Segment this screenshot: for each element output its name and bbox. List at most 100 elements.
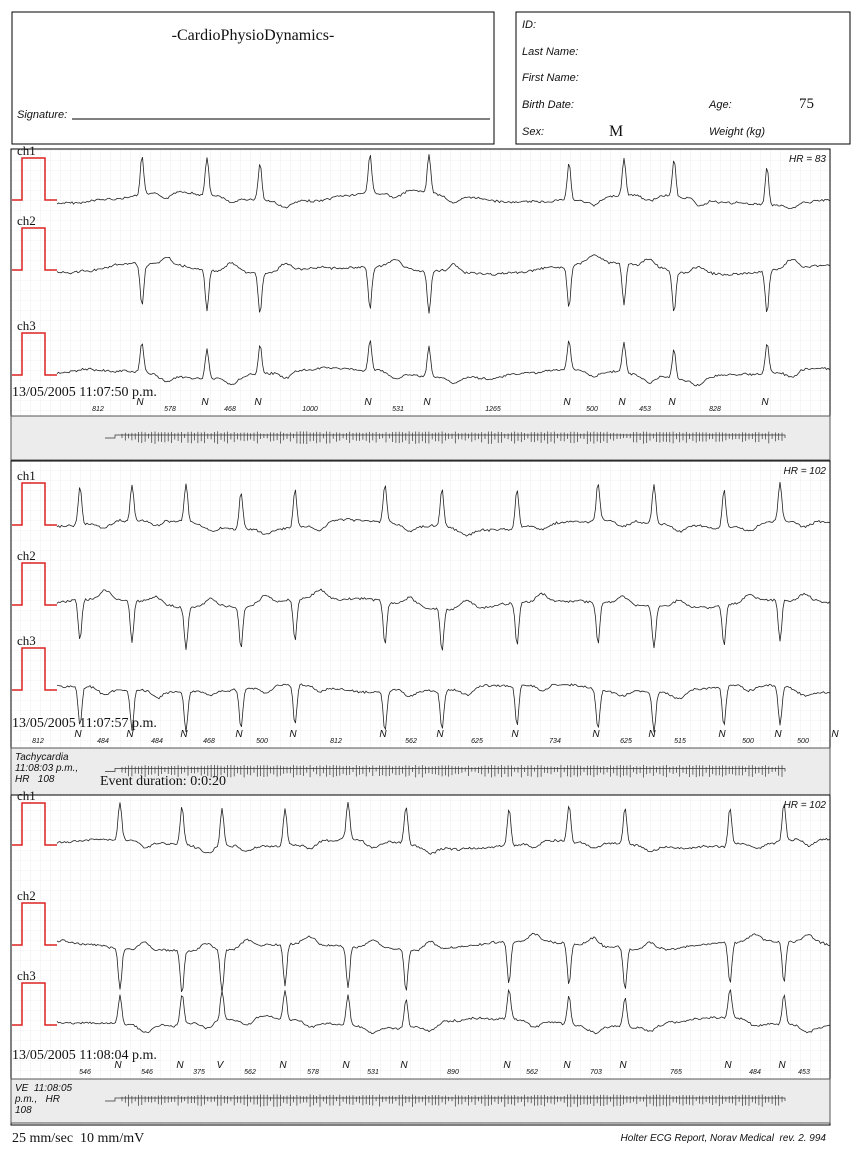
rr-interval: 562 <box>244 1069 256 1076</box>
beat-label: N <box>379 729 387 740</box>
rr-interval: 703 <box>590 1069 602 1076</box>
rr-interval: 531 <box>367 1069 379 1076</box>
id-label: ID: <box>522 19 536 31</box>
rr-interval: 625 <box>620 738 632 745</box>
channel-label: ch1 <box>17 468 36 483</box>
rr-interval: 1000 <box>302 406 318 413</box>
channel-label: ch2 <box>17 548 36 563</box>
beat-label: N <box>831 729 839 740</box>
beat-label: N <box>180 729 188 740</box>
channel-label: ch2 <box>17 888 36 903</box>
beat-label: N <box>668 397 676 408</box>
beat-label: N <box>511 729 519 740</box>
rr-interval: 812 <box>330 738 342 745</box>
calibration-pulse <box>12 982 57 1026</box>
trend-trace <box>105 1094 786 1107</box>
beat-label: N <box>618 397 626 408</box>
signature-label: Signature: <box>17 109 67 121</box>
beat-label: N <box>774 729 782 740</box>
beat-label: N <box>364 397 372 408</box>
rr-interval: 484 <box>151 738 163 745</box>
event-label: VE 11:08:05 <box>15 1083 73 1094</box>
calibration-pulse <box>12 227 57 271</box>
trend-box <box>10 1078 831 1124</box>
rr-interval: 812 <box>32 738 44 745</box>
rr-interval: 484 <box>97 738 109 745</box>
calibration-pulse <box>12 157 57 201</box>
rr-interval: 765 <box>670 1069 682 1076</box>
speed-label: 25 mm/sec 10 mm/mV <box>12 1131 144 1146</box>
beat-label: N <box>201 397 209 408</box>
event-label: Tachycardia <box>15 752 69 763</box>
ecg-trace <box>56 254 830 314</box>
beat-label: V <box>217 1060 225 1071</box>
ecg-trace <box>56 481 830 537</box>
ecg-trace <box>56 340 830 387</box>
trend-box <box>10 747 831 796</box>
rr-interval: 453 <box>798 1069 810 1076</box>
calibration-pulse <box>12 647 57 691</box>
event-label: p.m., HR <box>14 1094 60 1105</box>
rr-interval: 500 <box>797 738 809 745</box>
beat-label: N <box>563 1060 571 1071</box>
rr-interval: 1265 <box>485 406 501 413</box>
beat-label: N <box>423 397 431 408</box>
heart-rate: HR = 102 <box>783 800 826 811</box>
beat-label: N <box>503 1060 511 1071</box>
beat-label: N <box>400 1060 408 1071</box>
heart-rate: HR = 83 <box>789 154 826 165</box>
ecg-trace <box>56 801 830 855</box>
beat-label: N <box>724 1060 732 1071</box>
beat-label: N <box>592 729 600 740</box>
rr-interval: 484 <box>749 1069 761 1076</box>
ecg-trace <box>56 988 830 1035</box>
event-label: 108 <box>15 1105 32 1116</box>
last-name-label: Last Name: <box>522 46 578 58</box>
ecg-trace <box>57 683 830 733</box>
channel-label: ch1 <box>17 788 36 803</box>
timestamp: 13/05/2005 11:08:04 p.m. <box>12 1048 157 1063</box>
rr-interval: 890 <box>447 1069 459 1076</box>
rr-interval: 515 <box>674 738 686 745</box>
age: 75 <box>799 96 814 112</box>
ecg-trace <box>56 154 830 210</box>
beat-label: N <box>761 397 769 408</box>
rr-interval: 578 <box>164 406 176 413</box>
event-label: 11:08:03 p.m., <box>15 763 78 774</box>
beat-label: N <box>718 729 726 740</box>
channel-label: ch3 <box>17 968 36 983</box>
rr-interval: 812 <box>92 406 104 413</box>
beat-label: N <box>289 729 297 740</box>
beat-label: N <box>563 397 571 408</box>
ecg-area <box>10 148 831 1126</box>
rr-interval: 546 <box>141 1069 153 1076</box>
beat-label: N <box>74 729 82 740</box>
birth-date-label: Birth Date: <box>522 99 574 111</box>
rr-interval: 500 <box>742 738 754 745</box>
channel-label: ch2 <box>17 213 36 228</box>
rr-interval: 625 <box>471 738 483 745</box>
rr-interval: 375 <box>193 1069 205 1076</box>
heart-rate: HR = 102 <box>783 466 826 477</box>
beat-label: N <box>648 729 656 740</box>
rr-interval: 546 <box>79 1069 91 1076</box>
ecg-trace <box>56 588 830 651</box>
first-name-label: First Name: <box>522 72 579 84</box>
beat-label: N <box>114 1060 122 1071</box>
beat-label: N <box>619 1060 627 1071</box>
sex-label: Sex: <box>522 126 544 138</box>
channel-label: ch3 <box>17 318 36 333</box>
beat-label: N <box>176 1060 184 1071</box>
trend-trace <box>105 764 786 778</box>
rr-interval: 828 <box>709 406 721 413</box>
calibration-pulse <box>12 332 57 376</box>
weight-label: Weight (kg) <box>709 126 765 138</box>
calibration-pulse <box>12 562 57 606</box>
beat-label: N <box>279 1060 287 1071</box>
ecg-trace <box>56 932 830 993</box>
beat-label: N <box>436 729 444 740</box>
age-label: Age: <box>708 99 732 111</box>
rr-interval: 734 <box>549 738 561 745</box>
patient-box <box>515 11 851 145</box>
